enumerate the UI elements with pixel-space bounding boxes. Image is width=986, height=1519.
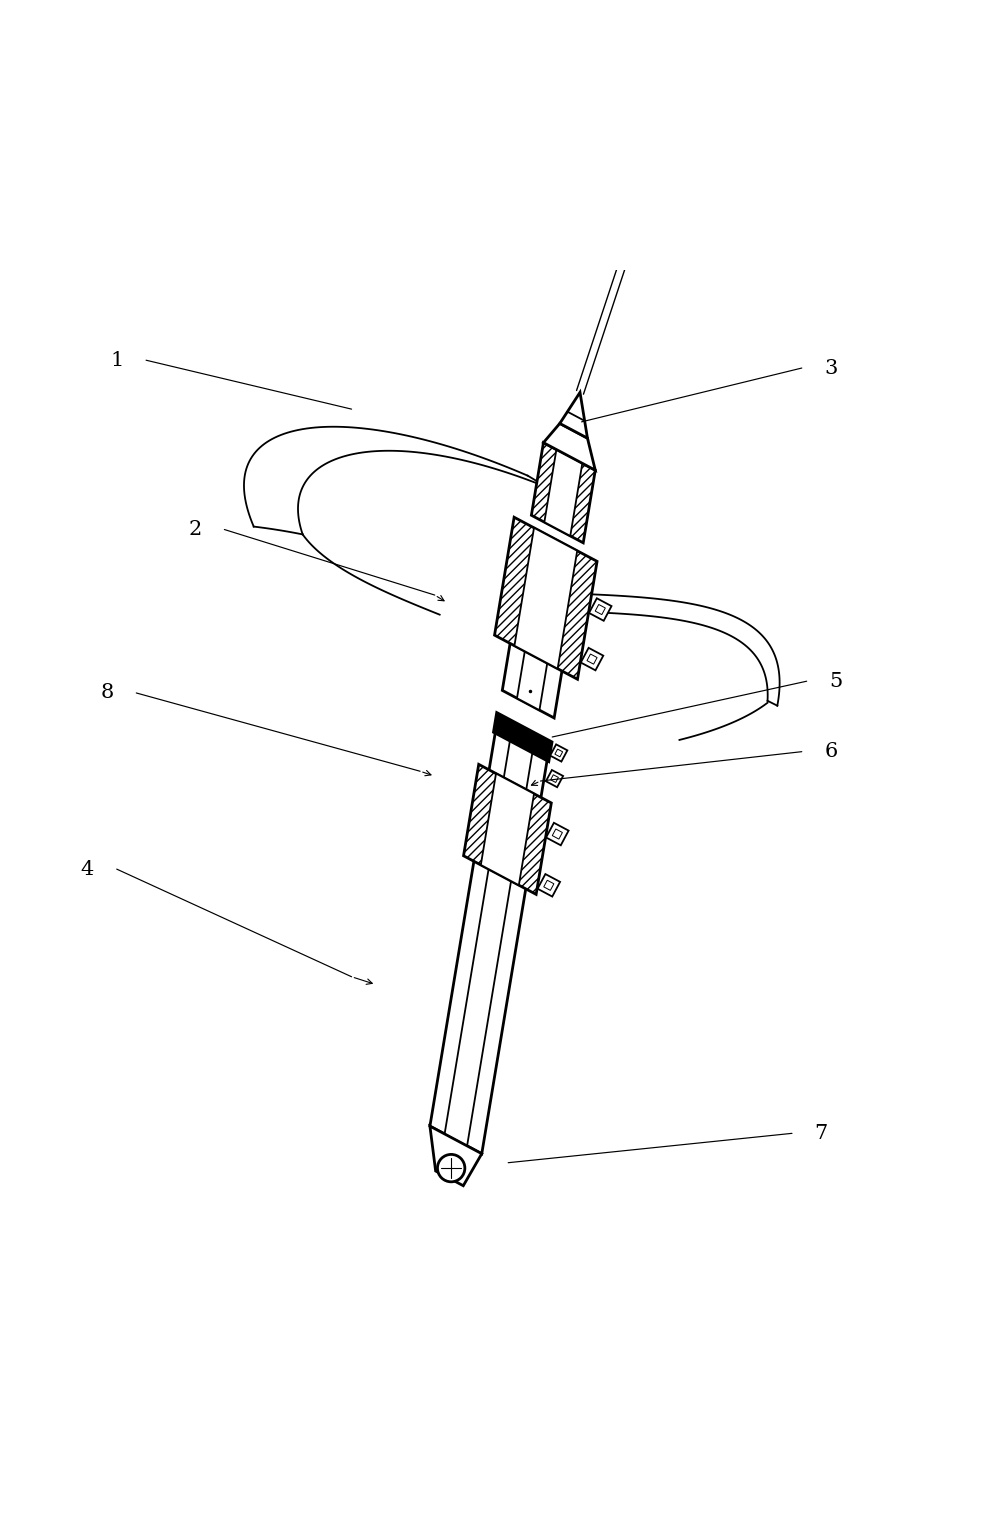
Polygon shape	[537, 873, 559, 896]
Polygon shape	[543, 880, 553, 890]
Polygon shape	[545, 823, 568, 845]
Text: 3: 3	[823, 358, 837, 378]
Text: 1: 1	[109, 351, 123, 369]
Polygon shape	[514, 527, 577, 668]
Polygon shape	[430, 1126, 481, 1186]
Polygon shape	[530, 442, 595, 542]
Polygon shape	[580, 647, 602, 670]
Polygon shape	[543, 424, 595, 471]
Polygon shape	[498, 728, 534, 822]
Polygon shape	[587, 655, 597, 664]
Polygon shape	[589, 598, 611, 621]
Polygon shape	[595, 605, 604, 615]
Polygon shape	[559, 392, 587, 437]
Text: 7: 7	[813, 1124, 827, 1142]
Polygon shape	[430, 835, 529, 1154]
Text: 5: 5	[828, 671, 842, 691]
Polygon shape	[552, 829, 562, 838]
Polygon shape	[480, 773, 533, 886]
Circle shape	[437, 1154, 464, 1182]
Polygon shape	[493, 712, 551, 761]
Polygon shape	[554, 749, 562, 756]
Polygon shape	[550, 775, 558, 782]
Polygon shape	[483, 720, 548, 829]
Text: 2: 2	[188, 519, 201, 539]
Polygon shape	[463, 764, 551, 895]
Polygon shape	[549, 744, 567, 761]
Polygon shape	[517, 641, 548, 711]
Polygon shape	[502, 633, 563, 718]
Polygon shape	[544, 450, 582, 536]
Text: 8: 8	[101, 684, 113, 702]
Polygon shape	[444, 843, 515, 1145]
Text: 4: 4	[81, 860, 94, 878]
Polygon shape	[494, 518, 597, 679]
Polygon shape	[545, 770, 563, 787]
Text: 6: 6	[823, 743, 837, 761]
